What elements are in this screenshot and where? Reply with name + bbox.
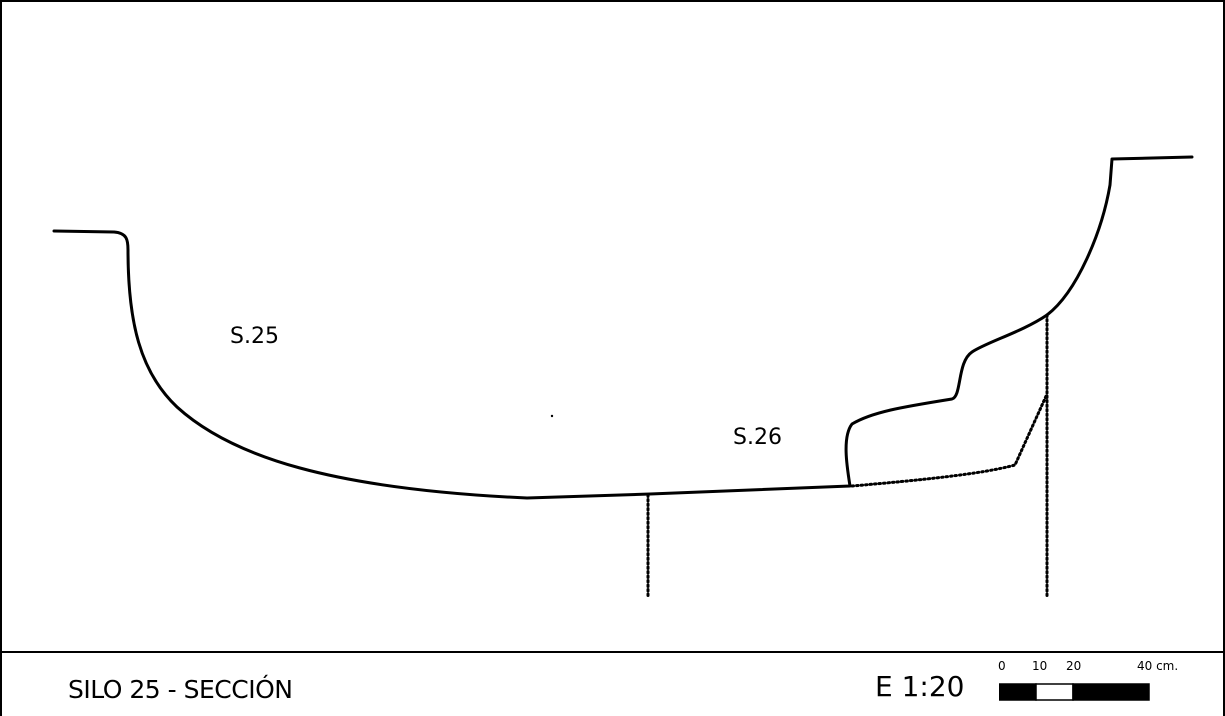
scale-tick-0: 0	[998, 659, 1006, 673]
scale-tick-40: 40 cm.	[1137, 659, 1179, 673]
feature-label-s26: S.26	[733, 425, 782, 450]
silo-profile-line	[52, 155, 1194, 500]
scale-segment-1	[999, 683, 1037, 701]
scale-segment-3	[1072, 683, 1150, 701]
footer-divider	[2, 651, 1225, 653]
section-drawing	[52, 155, 1194, 600]
stray-dot	[550, 414, 554, 418]
s26-dotted-outline	[850, 392, 1049, 488]
scale-bar	[999, 683, 1150, 701]
scale-tick-10: 10	[1032, 659, 1048, 673]
scale-tick-20: 20	[1066, 659, 1082, 673]
drawing-title: SILO 25 - SECCIÓN	[68, 675, 293, 704]
scale-ratio: E 1:20	[875, 670, 965, 703]
scale-segment-2	[1035, 683, 1074, 701]
feature-label-s25: S.25	[230, 324, 279, 349]
